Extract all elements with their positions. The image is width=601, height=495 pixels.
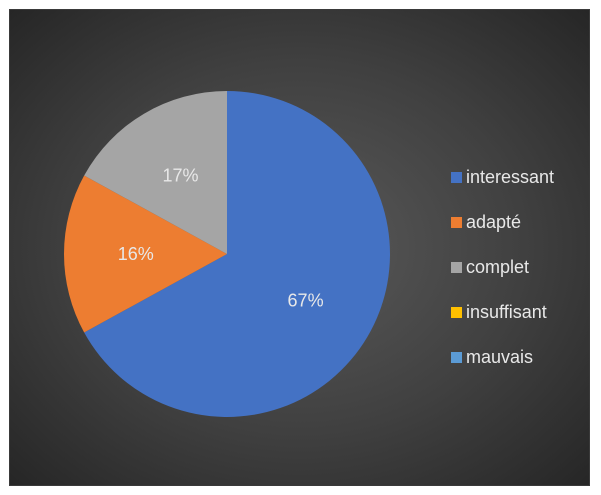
legend-item-insuffisant: insuffisant bbox=[451, 301, 591, 323]
legend-swatch-insuffisant bbox=[451, 306, 462, 318]
legend-label-interessant: interessant bbox=[466, 166, 555, 187]
legend: interessant adapté complet insuffisant m… bbox=[451, 166, 591, 391]
pie-slice-interessant bbox=[84, 91, 390, 417]
slice-label-complet: 17% bbox=[163, 165, 199, 185]
legend-item-adapte: adapté bbox=[451, 211, 591, 233]
legend-swatch-interessant bbox=[451, 171, 462, 183]
slice-label-interessant: 67% bbox=[288, 290, 324, 310]
legend-label-adapte: adapté bbox=[466, 211, 522, 232]
legend-item-interessant: interessant bbox=[451, 166, 591, 188]
pie-slice-complet bbox=[84, 91, 227, 254]
slice-labels: 67% 16% 17% bbox=[118, 165, 324, 310]
pie-slices bbox=[63, 91, 390, 417]
legend-label-complet: complet bbox=[466, 256, 530, 277]
legend-item-mauvais: mauvais bbox=[451, 346, 591, 368]
legend-swatch-adapte bbox=[451, 216, 462, 228]
pie-slice-adapte bbox=[63, 175, 227, 333]
legend-swatch-complet bbox=[451, 261, 462, 273]
slice-label-adapte: 16% bbox=[118, 244, 154, 264]
legend-item-complet: complet bbox=[451, 256, 591, 278]
legend-swatch-mauvais bbox=[451, 351, 462, 363]
legend-label-insuffisant: insuffisant bbox=[466, 301, 547, 322]
legend-label-mauvais: mauvais bbox=[466, 346, 534, 367]
